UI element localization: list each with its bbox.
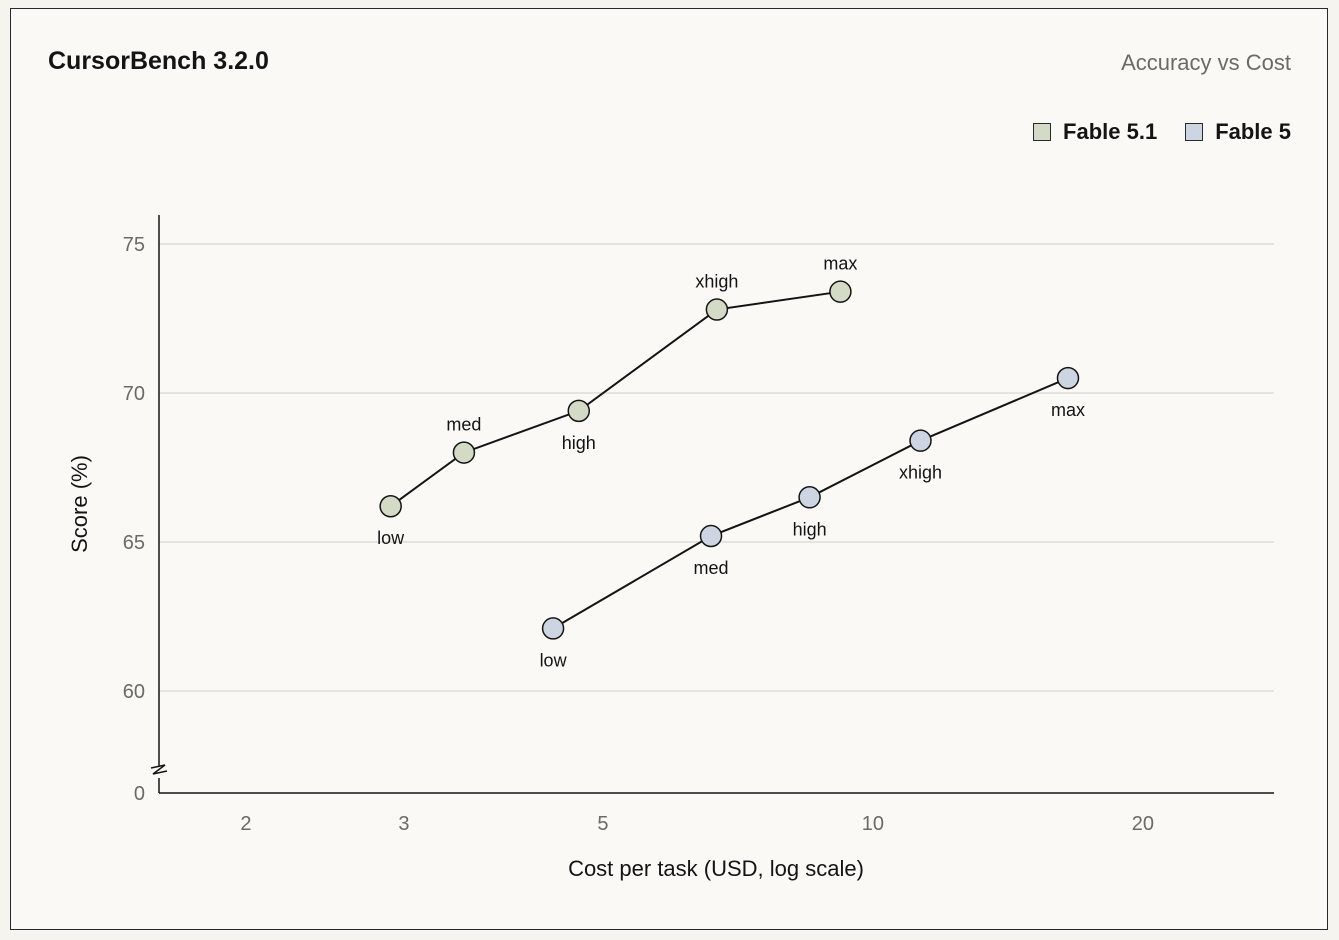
x-tick-label: 2 xyxy=(240,813,251,835)
data-point xyxy=(798,486,821,509)
data-point-label: high xyxy=(793,519,827,539)
data-point xyxy=(1056,366,1080,390)
data-point-label: max xyxy=(823,254,857,274)
legend-item-fable-5-1: Fable 5.1 xyxy=(1033,119,1157,145)
chart-title: CursorBench 3.2.0 xyxy=(48,47,269,75)
y-tick-label: 60 xyxy=(123,681,145,703)
chart-subtitle: Accuracy vs Cost xyxy=(1121,50,1291,75)
chart-card: CursorBench 3.2.0 Accuracy vs Cost Fable… xyxy=(10,8,1328,930)
data-point xyxy=(567,399,591,423)
data-point-label: med xyxy=(694,558,729,578)
y-tick-label: 75 xyxy=(123,234,145,256)
x-tick-label: 10 xyxy=(862,813,884,835)
x-tick-label: 20 xyxy=(1132,813,1154,835)
data-point-label: med xyxy=(446,415,481,435)
data-point-label: low xyxy=(540,650,568,670)
data-point xyxy=(829,280,852,303)
data-point-label: xhigh xyxy=(695,272,738,292)
data-point-label: low xyxy=(377,528,405,548)
y-tick-label: 70 xyxy=(123,383,145,405)
x-axis-label: Cost per task (USD, log scale) xyxy=(568,856,864,881)
data-point xyxy=(541,617,565,640)
legend-swatch-fable-5-1 xyxy=(1033,123,1052,141)
series-line-fable-5-1 xyxy=(390,290,841,508)
y-tick-label-zero: 0 xyxy=(134,783,145,805)
data-point xyxy=(452,441,476,464)
legend-swatch-fable-5 xyxy=(1185,123,1204,141)
data-point xyxy=(705,298,729,321)
legend-label-fable-5-1: Fable 5.1 xyxy=(1063,119,1158,144)
data-point-label: max xyxy=(1051,400,1085,420)
y-tick-label: 65 xyxy=(123,532,145,554)
x-tick-label: 5 xyxy=(597,813,608,835)
x-tick-label: 3 xyxy=(398,813,409,835)
axis-break-icon xyxy=(150,764,168,775)
legend: Fable 5.1 Fable 5 xyxy=(1033,119,1291,145)
data-point-label: xhigh xyxy=(899,463,942,483)
data-point xyxy=(909,429,932,452)
data-point xyxy=(699,524,723,548)
legend-item-fable-5: Fable 5 xyxy=(1185,119,1291,145)
data-point-label: high xyxy=(562,433,596,453)
legend-label-fable-5: Fable 5 xyxy=(1215,119,1291,144)
y-axis-label: Score (%) xyxy=(67,455,92,553)
data-point xyxy=(379,494,402,518)
